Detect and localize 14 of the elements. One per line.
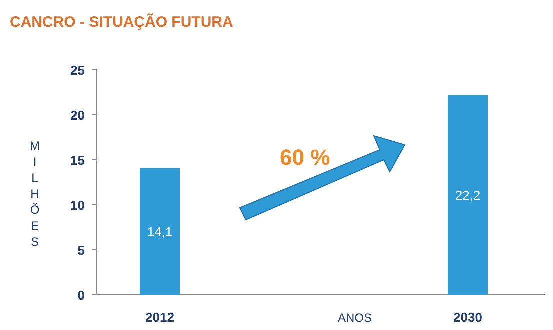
y-tick-label: 15 [70,153,85,168]
data-label: 22,2 [455,188,481,204]
y-tick-label: 10 [70,198,85,213]
x-tick-label: 2030 [454,310,482,325]
chart-title: CANCRO - SITUAÇÃO FUTURA [10,13,234,31]
y-tick-label: 25 [70,63,85,78]
y-tick-label: 0 [78,288,85,303]
y-tick-label: 5 [78,243,85,258]
y-tick-label: 20 [70,108,85,123]
annotation: 60 % [280,145,330,170]
data-label: 14,1 [147,224,173,240]
x-axis-title: ANOS [338,311,372,325]
x-tick-label: 2012 [146,310,174,325]
y-axis-title: MILHÕES [30,139,40,249]
